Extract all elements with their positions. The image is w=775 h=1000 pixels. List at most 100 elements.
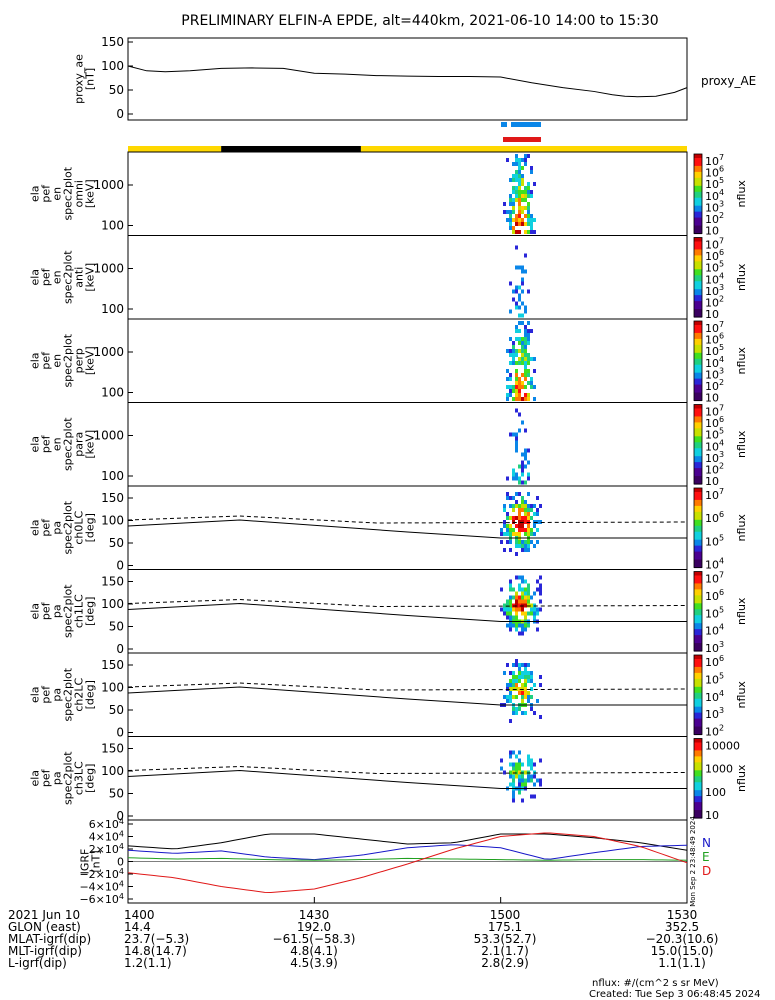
- spectrogram-tick-label: 50: [109, 536, 124, 550]
- spectrogram-cell: [518, 532, 521, 536]
- spectrogram-cell: [521, 520, 524, 524]
- spectrogram-cell: [524, 691, 527, 695]
- spectrogram-cell: [518, 265, 521, 270]
- colorbar-segment: [694, 702, 702, 706]
- spectrogram-cell: [515, 377, 518, 381]
- spectrogram-cell: [527, 532, 530, 536]
- colorbar-segment: [694, 541, 702, 545]
- igrf-tick-label: 2×104: [89, 842, 124, 856]
- spectrogram-cell: [521, 504, 524, 508]
- colorbar-segment: [694, 750, 702, 754]
- spectrogram-cell: [521, 691, 524, 695]
- ylabel-line: [deg]: [84, 680, 97, 709]
- colorbar-segment: [694, 617, 702, 620]
- spectrogram-cell: [527, 186, 530, 190]
- colorbar-segment: [694, 678, 702, 682]
- colorbar-segment: [694, 175, 702, 179]
- spectrogram-cell: [533, 218, 536, 222]
- colorbar-label: 104: [705, 557, 724, 572]
- spectrogram-cell: [524, 154, 527, 158]
- spectrogram-cell: [521, 762, 524, 767]
- colorbar-segment: [694, 426, 702, 429]
- spectrogram-cell: [515, 361, 518, 365]
- colorbar-segment: [694, 778, 702, 781]
- ylabel-line: proxy_ae: [73, 54, 86, 104]
- spectrogram-cell: [521, 699, 524, 703]
- spectrogram-cell: [509, 214, 512, 218]
- colorbar-segment: [694, 591, 702, 594]
- spectrogram-cell: [506, 607, 509, 612]
- spectrogram-cell: [512, 472, 515, 477]
- colorbar-segment: [694, 360, 702, 364]
- colorbar-segment: [694, 255, 702, 258]
- spectrogram-cell: [521, 373, 524, 377]
- colorbar-segment: [694, 157, 702, 161]
- spectrogram-cell: [530, 528, 533, 532]
- colorbar-segment: [694, 573, 702, 577]
- colorbar-segment: [694, 386, 702, 390]
- colorbar-unit: nflux: [735, 180, 748, 208]
- spectrogram-cell: [527, 774, 530, 779]
- spectrogram-cell: [524, 206, 527, 210]
- spectrogram-cell: [500, 607, 503, 612]
- spectrogram-tick-label: 150: [101, 575, 124, 589]
- colorbar-segment: [694, 223, 702, 227]
- colorbar-segment: [694, 533, 702, 537]
- spectrogram-cell: [539, 583, 542, 588]
- colorbar-segment: [694, 601, 702, 604]
- spectrogram-cell: [533, 397, 536, 401]
- spectrogram-cell: [518, 178, 521, 182]
- spectrogram-cell: [515, 611, 518, 616]
- colorbar-segment: [694, 181, 702, 185]
- spectrogram-cell: [530, 532, 533, 536]
- colorbar-segment: [694, 358, 702, 362]
- spectrogram-cell: [536, 540, 539, 544]
- colorbar-segment: [694, 322, 702, 326]
- spectrogram-cell: [509, 603, 512, 608]
- spectrogram-cell: [518, 230, 521, 234]
- spectrogram-cell: [515, 770, 518, 775]
- colorbar-segment: [694, 718, 702, 722]
- colorbar-segment: [694, 307, 702, 310]
- colorbar-segment: [694, 167, 702, 171]
- colorbar-label: 104: [705, 355, 724, 370]
- spectrogram-cell: [512, 790, 515, 795]
- spectrogram-cell: [530, 194, 533, 198]
- spectrogram-cell: [527, 623, 530, 628]
- spectrogram-cell: [527, 214, 530, 218]
- spectrogram-cell: [524, 428, 527, 433]
- spectrogram-cell: [524, 456, 527, 461]
- spectrogram-cell: [524, 222, 527, 226]
- spectrogram-cell: [530, 357, 533, 361]
- spectrogram-cell: [524, 353, 527, 357]
- colorbar-segment: [694, 698, 702, 702]
- spectrogram-cell: [530, 222, 533, 226]
- spectrogram-cell: [512, 774, 515, 779]
- spectrogram-cell: [509, 528, 512, 532]
- colorbar-label: 107: [705, 571, 724, 586]
- spectrogram-cell: [521, 452, 524, 457]
- spectrogram-cell: [524, 341, 527, 345]
- spectrogram-cell: [527, 222, 530, 226]
- spectrogram-cell: [518, 524, 521, 528]
- colorbar-segment: [694, 195, 702, 199]
- spectrogram-cell: [524, 194, 527, 198]
- colorbar-segment: [694, 647, 702, 650]
- ylabel-line: ch0LC: [73, 511, 86, 545]
- spectrogram-cell: [518, 190, 521, 194]
- spectrogram-cell: [518, 174, 521, 178]
- spectrogram-cell: [524, 452, 527, 457]
- spectrogram-cell: [500, 532, 503, 536]
- ylabel-line: para: [73, 432, 86, 457]
- spectrogram-cell: [527, 202, 530, 206]
- spectrogram-cell: [515, 707, 518, 711]
- science-zone-bar-red: [503, 137, 541, 142]
- proxy-ae-frame: [127, 37, 688, 121]
- colorbar-segment: [694, 356, 702, 360]
- spectrogram-cell: [512, 675, 515, 679]
- spectrogram-cell: [527, 758, 530, 763]
- spectrogram-cell: [515, 683, 518, 687]
- colorbar-segment: [694, 348, 702, 352]
- spectrogram-tick-label: 100: [101, 386, 124, 400]
